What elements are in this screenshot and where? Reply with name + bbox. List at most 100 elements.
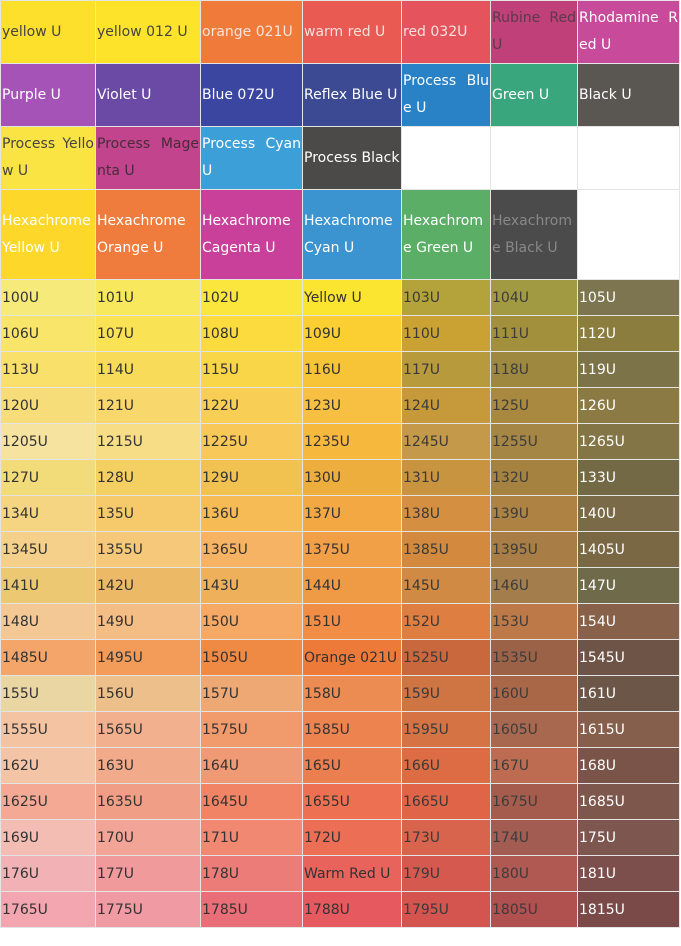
color-cell: 1525U <box>401 639 491 676</box>
color-cell: 141U <box>0 567 96 604</box>
color-cell: 121U <box>95 387 201 424</box>
table-row: Process Yellow U Process Magenta U Process… <box>0 126 680 190</box>
color-cell: 1665U <box>401 783 491 820</box>
color-cell: 123U <box>302 387 402 424</box>
color-cell: 111U <box>490 315 578 352</box>
color-cell: 103U <box>401 279 491 316</box>
color-cell: 138U <box>401 495 491 532</box>
color-cell: 181U <box>577 855 680 892</box>
color-cell: 1625U <box>0 783 96 820</box>
color-cell: 1395U <box>490 531 578 568</box>
color-cell: Process Magenta U <box>95 126 201 190</box>
color-cell: 1805U <box>490 891 578 928</box>
color-cell: 147U <box>577 567 680 604</box>
color-cell: yellow U <box>0 0 96 64</box>
color-cell: warm red U <box>302 0 402 64</box>
color-cell: 149U <box>95 603 201 640</box>
color-cell: 126U <box>577 387 680 424</box>
color-cell: 120U <box>0 387 96 424</box>
color-cell <box>490 126 578 190</box>
color-cell: 155U <box>0 675 96 712</box>
table-row: 1555U 1565U 1575U 1585U 1595U 1605U 1615U <box>0 711 680 748</box>
color-cell: 179U <box>401 855 491 892</box>
color-cell: 180U <box>490 855 578 892</box>
color-cell: 153U <box>490 603 578 640</box>
color-cell: 122U <box>200 387 303 424</box>
color-cell: 102U <box>200 279 303 316</box>
color-cell: 173U <box>401 819 491 856</box>
color-cell: 177U <box>95 855 201 892</box>
color-cell: 101U <box>95 279 201 316</box>
color-cell: 1605U <box>490 711 578 748</box>
color-cell: 1565U <box>95 711 201 748</box>
color-cell: 178U <box>200 855 303 892</box>
color-cell: 117U <box>401 351 491 388</box>
color-cell: 165U <box>302 747 402 784</box>
color-cell: 118U <box>490 351 578 388</box>
color-cell: 119U <box>577 351 680 388</box>
color-cell: 127U <box>0 459 96 496</box>
color-cell: Process Blue U <box>401 63 491 127</box>
color-cell: 115U <box>200 351 303 388</box>
color-cell: 1405U <box>577 531 680 568</box>
color-cell: 105U <box>577 279 680 316</box>
color-cell: 130U <box>302 459 402 496</box>
color-cell: Black U <box>577 63 680 127</box>
color-cell: 1685U <box>577 783 680 820</box>
color-cell: 1485U <box>0 639 96 676</box>
color-cell: Process Cyan U <box>200 126 303 190</box>
color-cell: red 032U <box>401 0 491 64</box>
color-cell: Process Yellow U <box>0 126 96 190</box>
table-row: 176U 177U 178U Warm Red U 179U 180U 181U <box>0 855 680 892</box>
color-cell: 167U <box>490 747 578 784</box>
color-cell: 124U <box>401 387 491 424</box>
color-cell: 159U <box>401 675 491 712</box>
color-cell: 169U <box>0 819 96 856</box>
color-cell: Hexachrome Cyan U <box>302 189 402 280</box>
color-cell: 128U <box>95 459 201 496</box>
color-cell: 109U <box>302 315 402 352</box>
color-cell: Process Black <box>302 126 402 190</box>
table-row: 155U 156U 157U 158U 159U 160U 161U <box>0 675 680 712</box>
color-cell: 1575U <box>200 711 303 748</box>
color-cell: Warm Red U <box>302 855 402 892</box>
color-cell: 176U <box>0 855 96 892</box>
color-cell: 1345U <box>0 531 96 568</box>
table-row: 1625U 1635U 1645U 1655U 1665U 1675U 1685U <box>0 783 680 820</box>
color-cell: 1265U <box>577 423 680 460</box>
color-cell: 100U <box>0 279 96 316</box>
color-cell: 107U <box>95 315 201 352</box>
color-cell: 1585U <box>302 711 402 748</box>
table-row: 113U 114U 115U 116U 117U 118U 119U <box>0 351 680 388</box>
color-cell: 145U <box>401 567 491 604</box>
color-cell: 1635U <box>95 783 201 820</box>
color-cell: Orange 021U <box>302 639 402 676</box>
table-row: 1345U 1355U 1365U 1375U 1385U 1395U 1405U <box>0 531 680 568</box>
table-row: 120U 121U 122U 123U 124U 125U 126U <box>0 387 680 424</box>
table-row: 162U 163U 164U 165U 166U 167U 168U <box>0 747 680 784</box>
table-row: 169U 170U 171U 172U 173U 174U 175U <box>0 819 680 856</box>
color-cell: 1775U <box>95 891 201 928</box>
table-row: 134U 135U 136U 137U 138U 139U 140U <box>0 495 680 532</box>
table-row: 100U 101U 102U Yellow U 103U 104U 105U <box>0 279 680 316</box>
color-cell: Reflex Blue U <box>302 63 402 127</box>
color-cell: 1205U <box>0 423 96 460</box>
color-cell: 1545U <box>577 639 680 676</box>
color-cell: Hexachrome Black U <box>490 189 578 280</box>
color-cell: 136U <box>200 495 303 532</box>
color-cell: Rhodamine Red U <box>577 0 680 64</box>
color-cell: 129U <box>200 459 303 496</box>
table-row: 1485U 1495U 1505U Orange 021U 1525U 1535U 1545… <box>0 639 680 676</box>
color-cell: 143U <box>200 567 303 604</box>
color-cell: 1535U <box>490 639 578 676</box>
color-cell: 113U <box>0 351 96 388</box>
color-cell: 114U <box>95 351 201 388</box>
color-cell: 175U <box>577 819 680 856</box>
color-cell: 116U <box>302 351 402 388</box>
color-cell <box>577 189 680 280</box>
color-cell: 125U <box>490 387 578 424</box>
color-cell: Purple U <box>0 63 96 127</box>
color-cell: 160U <box>490 675 578 712</box>
color-cell: 1615U <box>577 711 680 748</box>
